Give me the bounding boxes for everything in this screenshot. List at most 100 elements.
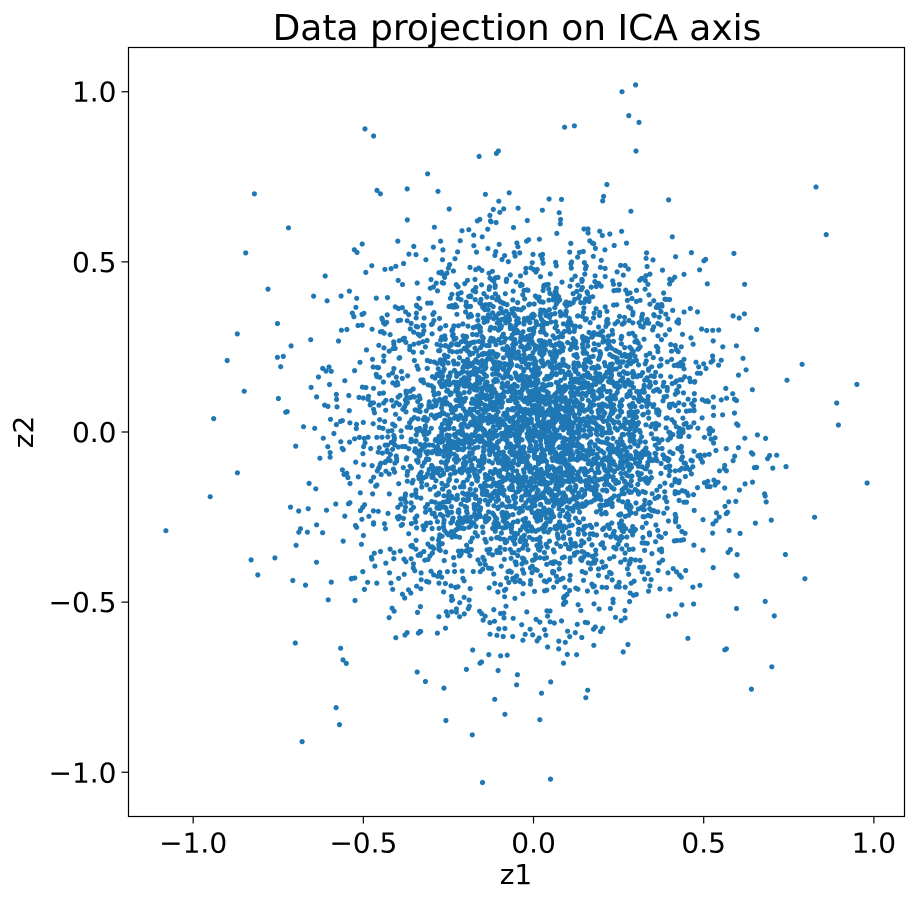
data-point [558,196,565,202]
data-point [637,438,643,444]
data-point [361,586,367,593]
data-point [562,584,568,590]
data-point [558,467,564,473]
data-point [435,188,441,194]
data-point [473,284,479,291]
data-point [533,320,539,326]
data-point [619,89,625,95]
data-point [516,547,522,553]
data-point [409,492,415,498]
data-point [417,333,423,339]
data-point [377,390,383,397]
data-point [381,358,387,364]
data-point [471,505,477,511]
data-point [292,640,298,646]
data-point [617,407,623,413]
data-point [326,381,333,388]
data-point [410,477,416,483]
data-point [559,279,565,285]
data-point [521,351,527,358]
data-point [633,591,639,598]
data-point [457,238,463,244]
data-point [610,331,616,337]
data-point [315,374,322,380]
data-point [546,401,553,407]
data-point [275,395,281,402]
data-point [404,455,410,461]
data-point [366,513,372,519]
data-point [451,425,457,432]
data-point [551,424,557,430]
data-point [374,364,380,370]
data-point [513,489,519,495]
data-point [396,338,402,344]
data-point [372,563,378,569]
data-point [417,604,423,610]
data-point [505,458,511,464]
data-point [417,441,423,447]
data-point [363,269,369,275]
data-point [494,491,500,498]
data-point [413,302,420,308]
data-point [604,457,610,463]
data-point [751,465,758,471]
data-point [501,615,507,621]
data-point [682,488,688,494]
data-point [492,696,498,702]
data-point [575,360,581,366]
data-point [619,546,625,552]
data-point [556,365,562,371]
data-point [428,321,435,328]
data-point [481,371,487,377]
data-point [658,337,665,343]
data-point [526,316,532,322]
data-point [538,544,544,550]
data-point [434,519,440,525]
data-point [533,358,539,364]
data-point [514,240,520,246]
data-point [576,249,583,255]
data-point [557,384,563,390]
data-point [573,585,579,591]
data-point [606,482,612,488]
data-point [540,260,546,266]
data-point [656,440,662,446]
data-point [655,527,661,533]
data-point [440,524,447,530]
data-point [508,555,514,561]
data-point [395,516,401,522]
data-point [681,499,687,505]
data-point [617,364,623,370]
data-point [616,497,622,503]
data-point [515,404,521,410]
data-point [813,184,819,190]
data-point [557,511,563,517]
data-point [347,439,353,445]
data-point [682,530,688,536]
data-point [550,436,557,443]
data-point [633,82,639,88]
data-point [593,490,599,496]
data-point [640,370,646,376]
data-point [562,383,568,389]
data-point [376,402,382,408]
data-point [642,576,648,582]
data-point [453,606,459,612]
data-point [510,224,517,231]
data-point [477,608,483,614]
data-point [607,569,613,576]
data-point [640,534,646,541]
data-point [425,300,431,306]
data-point [625,370,631,377]
data-points [163,82,870,786]
data-point [471,243,477,249]
data-point [441,520,447,526]
data-point [586,536,592,542]
data-point [541,350,547,356]
data-point [617,449,624,455]
data-point [593,370,599,376]
data-point [653,420,659,426]
data-point [532,390,538,397]
data-point [515,205,521,211]
data-point [691,407,697,413]
